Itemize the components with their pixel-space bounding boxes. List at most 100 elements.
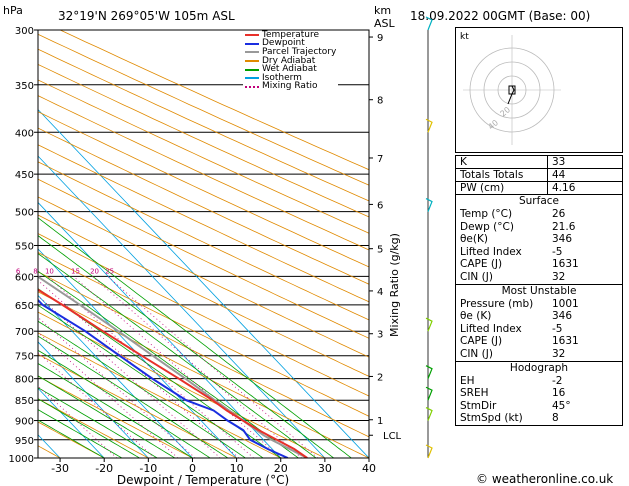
temp-tick-label: 30 (318, 462, 332, 475)
mu-row: Pressure (mb) 1001 (460, 297, 579, 310)
legend-item: Temperature (245, 29, 336, 40)
hodo-row: EH -2 (460, 374, 563, 387)
pressure-tick-label: 850 (15, 396, 34, 407)
dry-adiabat (59, 30, 369, 171)
wind-barb (425, 365, 433, 379)
legend: Temperature Dewpoint Parcel Trajectory Dry … (243, 29, 339, 92)
legend-label: Temperature (262, 29, 320, 40)
mixing-ratio-label: 8 (33, 267, 37, 275)
hodo-row: SREH 16 (460, 387, 566, 400)
dry-adiabat (38, 271, 369, 438)
index-row-pw: PW (cm) 4.16 (455, 181, 623, 195)
temperature-profile (38, 288, 308, 458)
dry-adiabat (38, 353, 237, 458)
hodo-row: StmDir 45° (460, 399, 571, 412)
mu-row: Lifted Index -5 (460, 322, 563, 335)
copyright: © weatheronline.co.uk (476, 472, 614, 486)
pressure-tick-label: 450 (15, 170, 34, 181)
wind-barb (425, 198, 433, 212)
plot-frame (37, 29, 370, 459)
km-tick-label: 6 (377, 200, 383, 211)
wind-barb (425, 317, 433, 332)
km-tick-label: 9 (377, 33, 383, 44)
mixing-ratio-label: 20 (90, 267, 99, 275)
pressure-tick-label: 900 (15, 417, 34, 428)
wet-adiabat (38, 398, 140, 458)
wet-adiabat (38, 349, 211, 458)
temp-tick-label: -10 (139, 462, 157, 475)
indices-panel: K 33 Totals Totals 44 PW (cm) 4.16 Surface … (455, 155, 623, 426)
hodograph-title: Hodograph (509, 361, 569, 374)
surface-section: Surface Temp (°C) 26 Dewp (°C) 21.6 θe(K) 3… (455, 195, 623, 285)
dewpoint-profile (38, 298, 289, 458)
dry-adiabat (38, 214, 369, 377)
dry-adiabat (38, 63, 369, 218)
dry-adiabat (38, 95, 369, 251)
dry-adiabat (38, 161, 369, 321)
mixing-ratio-label: 6 (16, 267, 21, 275)
temp-tick-label: -30 (51, 462, 69, 475)
dry-adiabat (38, 233, 369, 397)
isotherm (38, 201, 282, 458)
wet-adiabat (38, 253, 317, 458)
legend-item: Dewpoint (245, 38, 336, 49)
dry-adiabat (38, 33, 369, 186)
km-tick-label: 1 (377, 416, 383, 427)
mixing-ratio-line (38, 295, 221, 458)
dry-adiabat (38, 79, 369, 234)
temp-tick-label: 10 (230, 462, 244, 475)
dry-adiabat (38, 48, 369, 202)
temp-tick-label: -20 (95, 462, 113, 475)
pressure-tick-label: 950 (15, 436, 34, 447)
dry-adiabat (38, 398, 149, 458)
hodograph-unit: kt (460, 32, 469, 42)
wet-adiabat (38, 217, 352, 458)
hodograph-section: Hodograph EH -2 SREH 16 StmDir 45° StmSpd (… (455, 361, 623, 426)
pressure-tick-label: 1000 (9, 454, 34, 465)
mixing-ratio-line (38, 385, 118, 458)
mixing-ratio-label: 15 (71, 267, 80, 275)
wet-adiabat (38, 320, 246, 458)
mixing-ratio-line (47, 276, 254, 458)
wind-barb (425, 386, 433, 401)
temp-tick-label: 40 (362, 462, 376, 475)
legend-swatch (245, 51, 259, 54)
hodograph: kt 40 20 (455, 27, 623, 153)
wind-barb (425, 444, 433, 459)
isotherm (38, 294, 193, 458)
height-unit-label: km (374, 4, 392, 17)
surface-row: θe(K) 346 (460, 233, 573, 246)
dry-adiabat (38, 178, 369, 339)
isotherm (38, 155, 326, 458)
legend-item: Mixing Ratio (245, 82, 336, 92)
surface-row: Dewp (°C) 21.6 (460, 220, 576, 233)
wet-adiabat (38, 270, 299, 458)
dry-adiabat (38, 332, 281, 458)
wind-barb (425, 407, 433, 421)
isotherm (0, 30, 16, 458)
km-tick-label: 4 (377, 287, 383, 298)
wind-barb (425, 118, 433, 133)
index-row-totals: Totals Totals 44 (455, 168, 623, 182)
surface-row: CAPE (J) 1631 (460, 258, 579, 271)
wet-adiabat (38, 375, 176, 458)
legend-label: Dewpoint (262, 38, 305, 49)
most-unstable-section: Most Unstable Pressure (mb) 1001 θe (K) 34… (455, 284, 623, 362)
km-tick-label: 8 (377, 96, 383, 107)
x-axis-label: Dewpoint / Temperature (°C) (117, 473, 289, 486)
dry-adiabat (38, 111, 369, 268)
surface-row: Temp (°C) 26 (460, 208, 566, 220)
datetime-title: 18.09.2022 00GMT (Base: 00) (410, 9, 591, 23)
most-unstable-title: Most Unstable (501, 284, 577, 297)
pressure-unit-label: hPa (3, 4, 23, 17)
km-tick-label: 3 (377, 330, 383, 341)
legend-label: Isotherm (262, 72, 302, 83)
km-tick-label: 7 (377, 154, 383, 165)
isotherm (38, 248, 237, 458)
legend-swatch (245, 60, 259, 63)
legend-swatch (245, 34, 259, 37)
wet-adiabat (38, 335, 229, 458)
mixing-ratio-label: 25 (105, 267, 114, 275)
dry-adiabat (0, 24, 16, 458)
mixing-ratio-line (38, 331, 179, 458)
